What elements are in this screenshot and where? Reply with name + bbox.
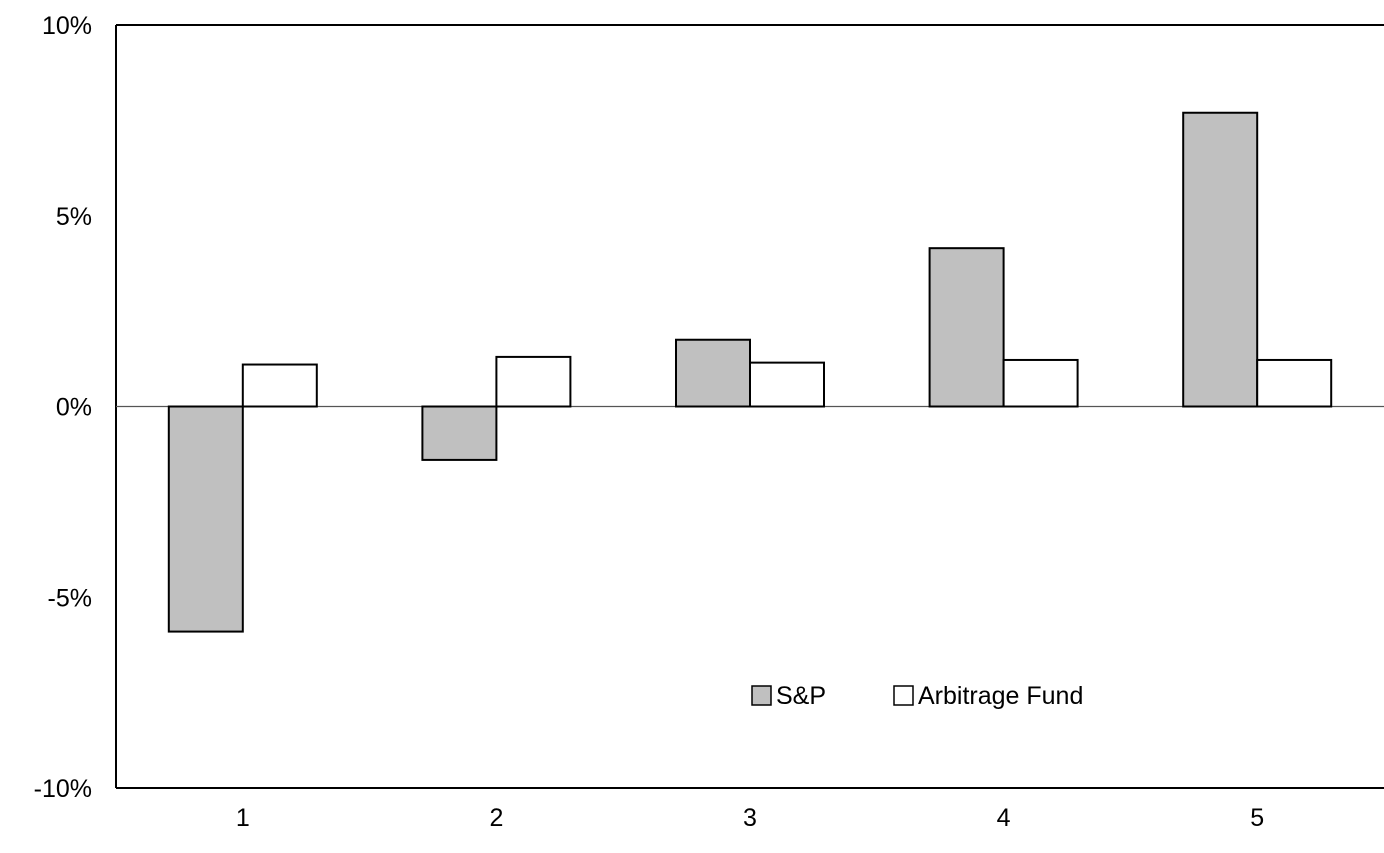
x-axis-ticks: 1 2 3 4 5	[236, 804, 1264, 832]
bar-arbitrage-fund-3	[749, 361, 825, 408]
y-tick-label: -10%	[34, 775, 92, 803]
bar-arbitrage-fund-5	[1256, 358, 1333, 408]
legend-label-arbitrage-fund: Arbitrage Fund	[918, 682, 1083, 710]
y-tick-label: 10%	[42, 12, 92, 40]
bar-arbitrage-fund-2	[495, 355, 572, 408]
bars	[167, 111, 1333, 633]
y-tick-label: -5%	[48, 584, 92, 612]
legend-swatch-sp	[751, 685, 772, 706]
x-tick-label: 2	[489, 804, 503, 832]
bar-sp-1	[167, 405, 244, 633]
bar-sp-3	[675, 338, 751, 408]
legend: S&P Arbitrage Fund	[751, 682, 1083, 710]
y-axis-ticks: 10% 5% 0% -5% -10%	[34, 12, 92, 803]
bar-arbitrage-fund-4	[1002, 358, 1079, 408]
y-tick-label: 0%	[56, 394, 92, 422]
bar-sp-4	[928, 247, 1005, 408]
bar-sp-5	[1182, 111, 1259, 408]
bar-arbitrage-fund-1	[241, 363, 318, 408]
bar-sp-2	[421, 405, 498, 461]
legend-label-sp: S&P	[776, 682, 826, 710]
legend-swatch-arbitrage-fund	[893, 685, 914, 706]
y-tick-label: 5%	[56, 203, 92, 231]
x-tick-label: 4	[997, 804, 1011, 832]
x-tick-label: 1	[236, 804, 250, 832]
x-tick-label: 5	[1250, 804, 1264, 832]
x-tick-label: 3	[743, 804, 757, 832]
